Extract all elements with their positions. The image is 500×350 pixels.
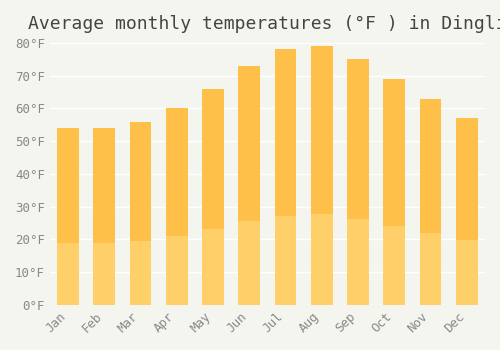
Bar [274,49,296,305]
Bar [384,79,405,305]
Bar [456,118,477,305]
Bar [166,236,188,305]
Bar [130,121,152,305]
Bar [311,215,332,305]
Bar [456,240,477,305]
Bar [311,46,332,305]
Bar [347,219,369,305]
Bar [94,243,115,305]
Bar [420,99,442,305]
Bar [130,241,152,305]
Bar [57,128,79,305]
Title: Average monthly temperatures (°F ) in Dingli: Average monthly temperatures (°F ) in Di… [28,15,500,33]
Bar [347,59,369,305]
Bar [238,66,260,305]
Bar [384,226,405,305]
Bar [420,233,442,305]
Bar [202,89,224,305]
Bar [274,216,296,305]
Bar [166,108,188,305]
Bar [57,243,79,305]
Bar [238,221,260,305]
Bar [94,128,115,305]
Bar [202,229,224,305]
